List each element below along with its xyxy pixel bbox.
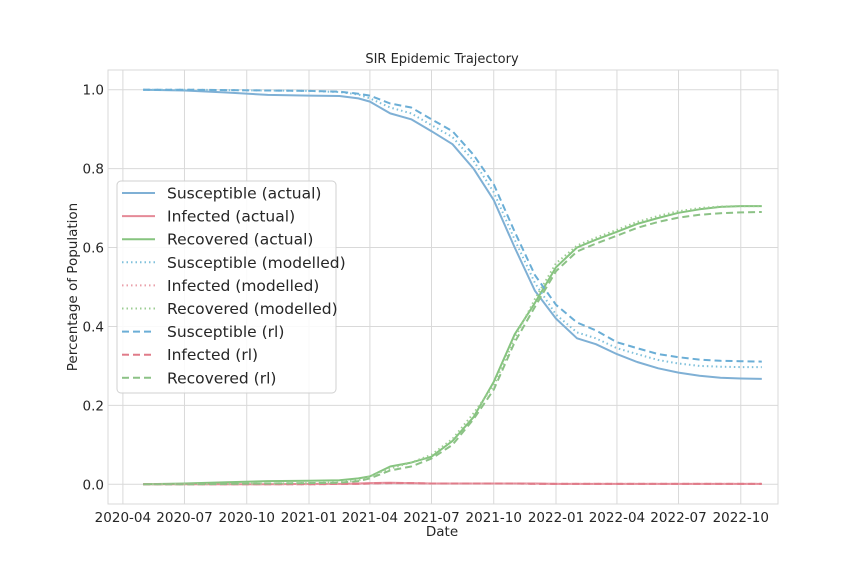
x-tick-label: 2020-07	[156, 510, 212, 526]
y-tick-label: 0.8	[83, 162, 104, 178]
legend-label: Recovered (modelled)	[167, 300, 338, 318]
series-line-7	[143, 88, 762, 363]
legend-label: Susceptible (actual)	[167, 185, 321, 203]
x-axis-label: Date	[426, 524, 458, 540]
x-tick-label: 2021-07	[403, 510, 459, 526]
legend-label: Infected (actual)	[167, 208, 295, 226]
series-line-3	[143, 205, 762, 486]
series-line-9	[143, 211, 762, 486]
legend-label: Susceptible (modelled)	[167, 254, 346, 272]
x-tick-label: 2022-07	[650, 510, 706, 526]
legend: Susceptible (actual) Infected (actual) Rec…	[116, 180, 346, 394]
y-tick-label: 1.0	[83, 83, 104, 99]
y-tick-label: 0.4	[83, 319, 104, 335]
x-tick-label: 2020-10	[219, 510, 275, 526]
series-lines	[143, 88, 762, 486]
x-tick-labels: 2020-04 2020-07 2020-10 2021-01 2021-04 2021-…	[95, 510, 769, 526]
series-line-5	[143, 482, 762, 486]
legend-box	[116, 180, 337, 394]
series-line-8	[143, 482, 762, 486]
y-tick-label: 0.0	[83, 477, 104, 493]
x-tick-label: 2022-01	[528, 510, 584, 526]
series-line-4	[143, 88, 762, 369]
legend-label: Recovered (rl)	[167, 369, 276, 387]
y-tick-labels: 0.0 0.2 0.4 0.6 0.8 1.0	[83, 83, 104, 494]
x-tick-label: 2022-10	[713, 510, 769, 526]
y-axis-label: Percentage of Population	[65, 203, 81, 371]
series-line-1	[143, 88, 762, 380]
x-tick-label: 2020-04	[95, 510, 151, 526]
y-tick-label: 0.6	[83, 241, 104, 257]
series-line-6	[143, 205, 762, 486]
x-tick-label: 2021-10	[466, 510, 522, 526]
y-tick-label: 0.2	[83, 398, 104, 414]
legend-label: Susceptible (rl)	[167, 323, 284, 341]
x-tick-label: 2022-04	[589, 510, 645, 526]
x-tick-label: 2021-04	[342, 510, 398, 526]
legend-label: Recovered (actual)	[167, 231, 313, 249]
legend-label: Infected (modelled)	[167, 277, 319, 295]
legend-label: Infected (rl)	[167, 346, 258, 364]
x-tick-label: 2021-01	[281, 510, 337, 526]
chart-title: SIR Epidemic Trajectory	[365, 52, 519, 67]
